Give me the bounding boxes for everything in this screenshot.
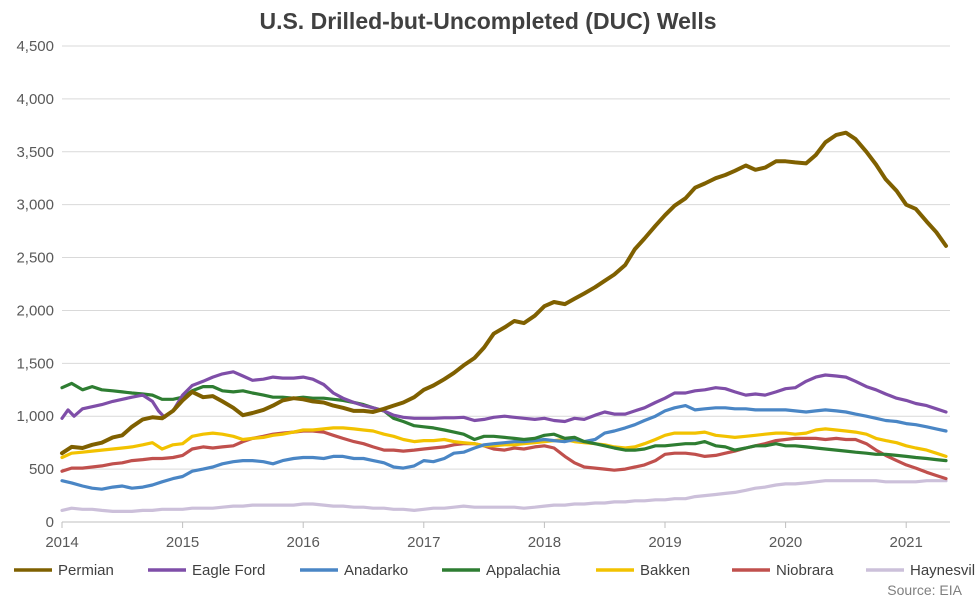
- x-tick-label: 2018: [528, 534, 561, 551]
- legend-label-eagle-ford: Eagle Ford: [192, 562, 265, 579]
- y-tick-label: 500: [29, 461, 54, 478]
- legend-label-haynesville: Haynesville: [910, 562, 976, 579]
- legend-label-anadarko: Anadarko: [344, 562, 408, 579]
- y-tick-label: 0: [46, 514, 54, 531]
- y-tick-label: 2,000: [16, 302, 54, 319]
- y-tick-label: 3,500: [16, 144, 54, 161]
- legend-label-appalachia: Appalachia: [486, 562, 561, 579]
- series-line-permian: [60, 130, 948, 456]
- y-tick-label: 1,500: [16, 355, 54, 372]
- series-line-anadarko: [60, 404, 948, 491]
- source-note: Source: EIA: [887, 582, 962, 598]
- y-tick-label: 3,000: [16, 197, 54, 214]
- series-line-niobrara: [60, 429, 948, 481]
- x-tick-label: 2021: [890, 534, 923, 551]
- legend-label-bakken: Bakken: [640, 562, 690, 579]
- series-line-bakken: [60, 426, 948, 460]
- y-tick-label: 2,500: [16, 250, 54, 267]
- y-tick-label: 1,000: [16, 408, 54, 425]
- series-line-haynesville: [60, 479, 948, 513]
- series-line-appalachia: [60, 381, 948, 463]
- x-tick-label: 2015: [166, 534, 199, 551]
- chart-title: U.S. Drilled-but-Uncompleted (DUC) Wells: [259, 8, 717, 34]
- x-tick-label: 2016: [287, 534, 320, 551]
- x-tick-label: 2020: [769, 534, 802, 551]
- x-tick-label: 2014: [45, 534, 78, 551]
- x-tick-label: 2019: [648, 534, 681, 551]
- x-tick-label: 2017: [407, 534, 440, 551]
- series-line-eagle-ford: [60, 370, 948, 424]
- legend-label-niobrara: Niobrara: [776, 562, 834, 579]
- legend-label-permian: Permian: [58, 562, 114, 579]
- y-tick-label: 4,500: [16, 38, 54, 55]
- y-tick-label: 4,000: [16, 91, 54, 108]
